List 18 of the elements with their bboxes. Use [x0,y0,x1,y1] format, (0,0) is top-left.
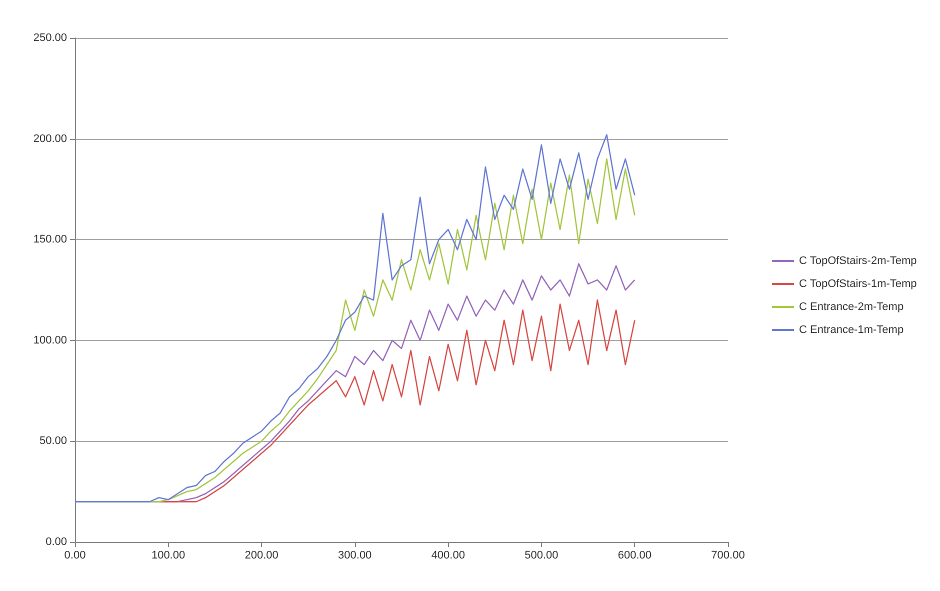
x-tick-label: 600.00 [618,550,652,562]
legend-label: C TopOfStairs-2m-Temp [799,255,917,267]
x-tick-label: 300.00 [338,550,372,562]
y-tick-label: 50.00 [39,435,67,448]
x-tick-label: 700.00 [711,550,745,562]
y-tick-label: 0.00 [46,536,67,548]
x-tick-label: 500.00 [524,550,558,562]
x-tick-label: 0.00 [64,550,86,562]
y-tick-label: 100.00 [33,334,67,346]
y-tick-label: 250.00 [33,32,67,44]
legend-label: C TopOfStairs-1m-Temp [799,278,917,290]
x-tick-label: 400.00 [431,550,465,562]
y-tick-label: 200.00 [33,132,67,145]
x-tick-label: 100.00 [151,550,186,562]
legend-label: C Entrance-2m-Temp [799,301,904,313]
x-tick-label: 200.00 [244,550,278,562]
y-tick-label: 150.00 [33,234,67,246]
legend-label: C Entrance-1m-Temp [799,324,904,336]
